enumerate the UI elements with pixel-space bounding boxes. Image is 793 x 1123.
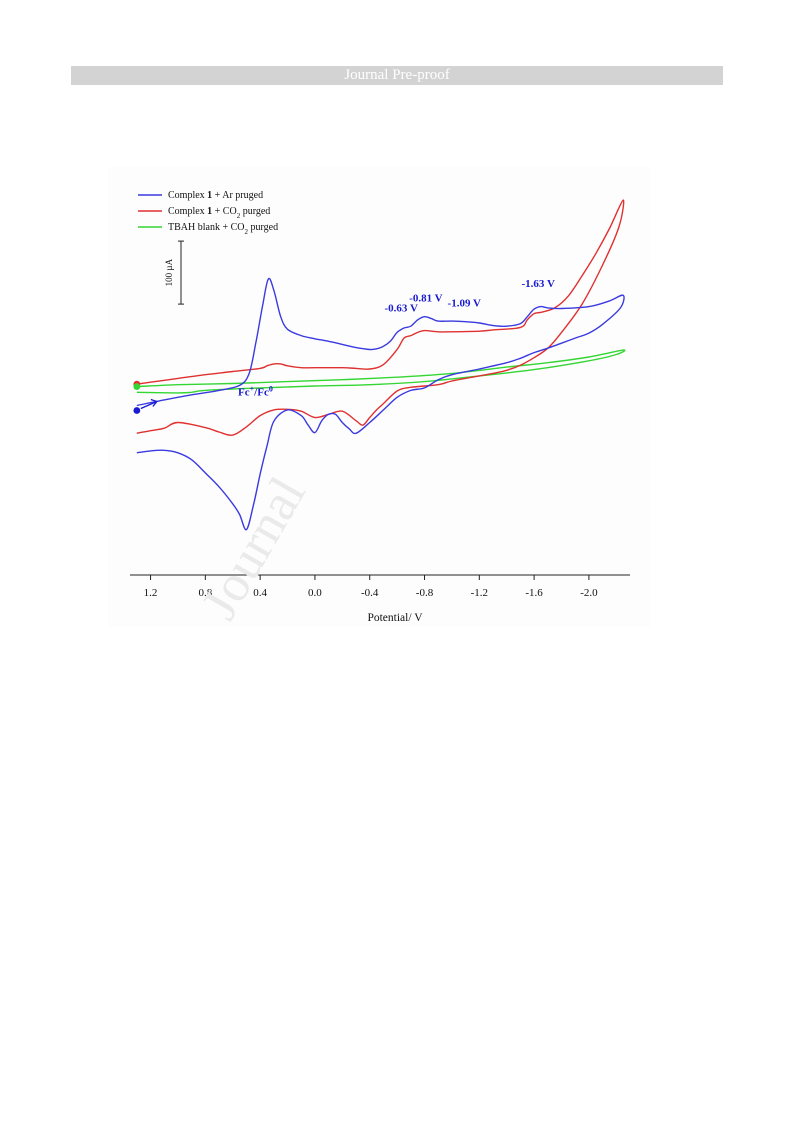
x-tick-label: 0.8 xyxy=(198,587,212,599)
series-line-tbah-blank-co2-purged xyxy=(136,349,626,394)
series-line-complex-1-ar-pruged xyxy=(136,277,625,531)
potential-annotation: -0.63 V xyxy=(385,303,418,315)
x-tick-label: 0.0 xyxy=(308,587,322,599)
start-marker-complex-1-ar-pruged xyxy=(133,407,141,414)
x-tick-label: 1.2 xyxy=(144,587,158,599)
x-axis: 1.2 0.8 0.4 0.0 -0.4 -0.8 -1.2 -1.6 -2.0 Potentia… xyxy=(130,574,630,624)
x-tick-label: 0.4 xyxy=(253,587,267,599)
legend-label: Complex 1 + CO2 purged xyxy=(168,206,270,220)
scan-direction-arrowhead xyxy=(150,398,158,407)
x-tick-label: -1.2 xyxy=(471,587,488,599)
legend-label: TBAH blank + CO2 purged xyxy=(168,222,278,236)
x-tick-label: -1.6 xyxy=(525,587,543,599)
scale-bar-label: 100 µA xyxy=(164,258,174,286)
fc-redox-label: Fc+/Fc0 xyxy=(238,384,273,399)
annotations: -0.63 V-0.81 V -1.09 V -1.63 V Fc+/Fc0 xyxy=(238,278,555,398)
potential-annotation: -0.81 V xyxy=(409,293,442,305)
start-marker-tbah-blank-co2-purged xyxy=(133,383,141,391)
x-tick-label: -0.8 xyxy=(416,587,434,599)
potential-annotation: -1.09 V xyxy=(448,298,481,310)
series-layer xyxy=(133,199,626,531)
series-line-complex-1-co2-purged xyxy=(136,199,625,436)
scan-direction-arrow xyxy=(140,400,158,410)
x-tick-label: -0.4 xyxy=(361,587,379,599)
potential-annotation: -1.63 V xyxy=(522,278,555,290)
x-axis-label: Potential/ V xyxy=(367,612,423,624)
scale-bar: 100 µA xyxy=(164,240,184,305)
legend-label: Complex 1 + Ar pruged xyxy=(168,190,263,201)
cv-chart: 1.2 0.8 0.4 0.0 -0.4 -0.8 -1.2 -1.6 -2.0 Potentia… xyxy=(130,190,630,624)
x-tick-label: -2.0 xyxy=(580,587,598,599)
journal-header-bar: Journal Pre-proof xyxy=(71,66,723,85)
legend: Complex 1 + Ar pruged Complex 1 + CO2 pur… xyxy=(138,190,278,236)
cyclic-voltammogram-figure: 1.2 0.8 0.4 0.0 -0.4 -0.8 -1.2 -1.6 -2.0 Potentia… xyxy=(108,167,650,627)
